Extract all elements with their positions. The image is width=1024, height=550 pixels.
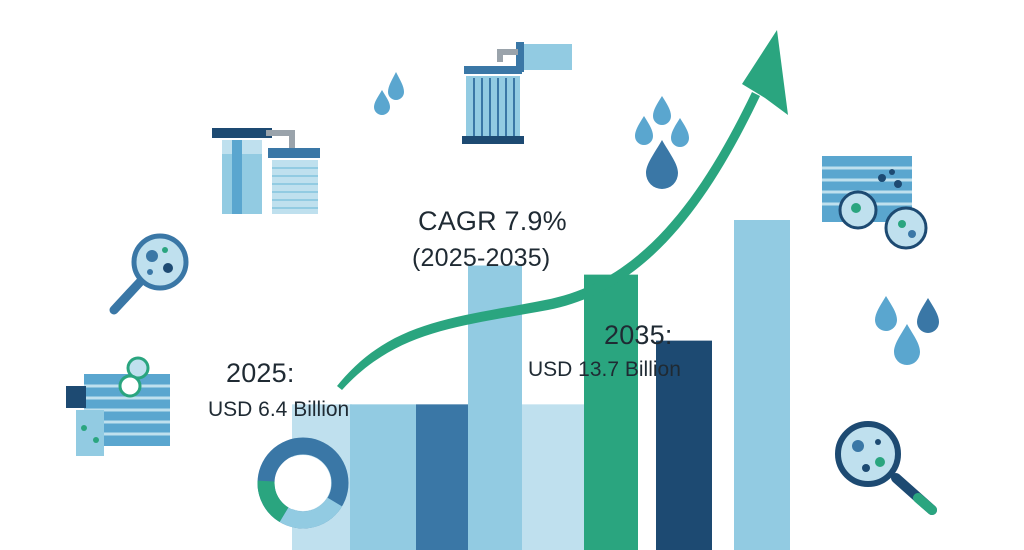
end-value-label: USD 13.7 Billion (528, 358, 681, 381)
start-value-label: USD 6.4 Billion (208, 398, 350, 421)
water-drop-icon (875, 296, 897, 331)
magnifier-bacteria-icon (835, 421, 937, 515)
start-year-label: 2025: (226, 358, 295, 388)
cagr-label: CAGR 7.9% (418, 206, 567, 236)
water-drop-icon (646, 140, 678, 189)
water-drop-icon (653, 96, 671, 125)
water-drop-icon (917, 298, 939, 333)
water-drop-icon (374, 90, 390, 115)
twin-filter-housing-icon (212, 128, 320, 214)
end-year-label: 2035: (604, 320, 673, 350)
donut-chart-icon (257, 437, 349, 529)
water-drop-icon (894, 324, 920, 365)
cagr-period-label: (2025-2035) (412, 244, 551, 272)
bar-8 (734, 220, 790, 550)
growth-arrow-icon (337, 30, 788, 390)
water-drop-icon (671, 118, 689, 147)
water-drops (374, 72, 939, 365)
magnifier-bacteria-icon (109, 233, 189, 315)
water-drop-icon (635, 116, 653, 145)
bar-3 (416, 404, 470, 550)
bar-7 (656, 340, 712, 550)
bar-2 (350, 404, 416, 550)
water-filter-cartridge-icon (462, 42, 572, 144)
bar-5 (522, 404, 584, 550)
bar-6 (584, 274, 638, 550)
water-drop-icon (388, 72, 404, 100)
filter-membrane-icon (66, 356, 170, 456)
filter-membrane-icon (822, 156, 928, 250)
